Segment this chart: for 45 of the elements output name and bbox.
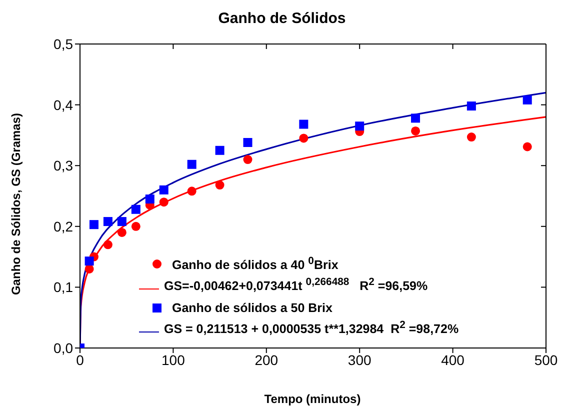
y-tick-label: 0,4 — [54, 96, 74, 113]
legend-label: GS=-0,00462+0,073441t $^{0,266488}$ R$^{2}$ =96,59% — [164, 276, 428, 296]
point — [522, 142, 532, 152]
x-tick-label: 300 — [348, 352, 372, 368]
point — [355, 122, 364, 131]
y-tick-label: 0,1 — [54, 279, 74, 296]
point — [215, 180, 224, 190]
point — [117, 217, 126, 226]
y-tick-label: 0,2 — [54, 218, 74, 234]
point — [466, 132, 476, 142]
point — [89, 220, 98, 230]
x-tick-label: 400 — [441, 352, 465, 368]
point — [103, 217, 112, 226]
point — [187, 160, 196, 169]
point — [117, 228, 126, 237]
point — [522, 95, 532, 104]
point — [466, 102, 476, 111]
legend-label: Ganho de sólidos a 40 $^{0}$Brix — [172, 255, 338, 274]
chart-title: Ganho de Sólidos — [217, 10, 347, 27]
point — [131, 222, 140, 231]
x-tick-label: 500 — [534, 352, 558, 368]
y-tick-label: 0,3 — [54, 158, 74, 174]
y-tick-label: 0,0 — [54, 340, 74, 356]
point — [131, 204, 140, 214]
point — [159, 185, 168, 194]
y-axis-title: Ganho de Sólidos, GS (Gramas) — [9, 112, 23, 296]
point — [103, 240, 112, 250]
point — [411, 114, 420, 123]
legend-label: Ganho de sólidos a 50 Brix — [172, 300, 332, 318]
point — [145, 194, 154, 204]
point — [299, 134, 308, 143]
point — [299, 120, 308, 129]
x-tick-label: 200 — [254, 352, 278, 368]
legend-label: GS = 0,211513 + 0,0000535 t**1,32984 R$^{2}$ =98,72% — [164, 319, 459, 338]
y-tick-label: 0,5 — [54, 36, 74, 52]
point — [243, 138, 252, 147]
point — [411, 126, 420, 136]
x-axis-title: Tempo (minutos) — [263, 392, 362, 406]
point — [243, 155, 252, 164]
point — [187, 186, 196, 196]
point — [215, 146, 224, 155]
x-tick-label: 100 — [162, 352, 186, 368]
point — [159, 198, 168, 207]
point — [84, 256, 94, 266]
x-tick-label: 0 — [76, 352, 84, 368]
